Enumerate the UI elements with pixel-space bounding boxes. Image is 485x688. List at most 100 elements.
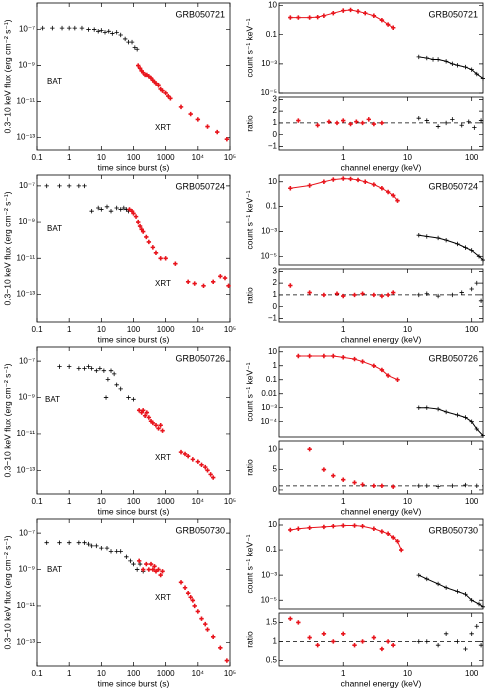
data-point (89, 366, 94, 371)
data-point (463, 482, 468, 488)
x-axis-label: time since burst (s) (98, 334, 170, 344)
data-point (150, 420, 156, 426)
data-point (134, 47, 140, 52)
y-tick-label: 0.1 (266, 30, 278, 39)
y-tick-label: 1 (273, 118, 278, 127)
data-point (199, 462, 204, 468)
x-axis-label: channel energy (keV) (341, 678, 422, 688)
data-point (391, 535, 396, 540)
data-point (168, 96, 173, 101)
data-point (137, 561, 143, 567)
x-tick-label: 10⁵ (224, 325, 236, 334)
data-point (148, 561, 154, 567)
data-point (158, 572, 163, 578)
data-point (50, 25, 55, 31)
data-point (307, 183, 312, 188)
data-point (190, 598, 196, 603)
data-point (352, 292, 357, 298)
x-tick-label: 1 (341, 497, 346, 506)
data-point (137, 66, 143, 71)
data-point (288, 283, 293, 288)
data-point (435, 124, 441, 129)
data-point (395, 198, 400, 203)
data-point (101, 368, 107, 373)
data-point (459, 290, 464, 295)
data-point (296, 526, 301, 531)
data-point (478, 298, 484, 303)
data-point (424, 234, 429, 239)
y-tick-label: 1 (273, 361, 278, 370)
panel-title: GRB050730 (175, 525, 225, 535)
data-point (96, 29, 101, 34)
panel-title: GRB050721 (428, 9, 478, 19)
data-point (379, 646, 385, 652)
data-point (208, 472, 213, 477)
data-point (391, 193, 396, 198)
series-line (418, 234, 484, 261)
data-point (128, 558, 133, 564)
x-tick-label: 1 (67, 669, 72, 678)
data-point (371, 483, 377, 489)
data-point (366, 117, 371, 122)
data-point (424, 291, 429, 296)
data-point (134, 567, 140, 572)
data-point (371, 526, 377, 531)
data-point (331, 353, 336, 359)
data-point (435, 235, 441, 241)
y-tick-label: 0.01 (261, 389, 277, 398)
data-point (391, 25, 396, 30)
data-point (307, 290, 312, 295)
y-tick-label: 10 (268, 347, 277, 356)
data-point (424, 405, 429, 410)
data-point (341, 118, 346, 123)
data-point (296, 353, 301, 359)
data-point (379, 120, 385, 126)
data-point (435, 406, 441, 412)
data-point (307, 635, 312, 640)
data-point (150, 245, 156, 250)
data-point (89, 543, 94, 549)
data-point (463, 245, 468, 250)
data-point (348, 7, 353, 13)
data-point (379, 529, 385, 534)
series-line (418, 574, 484, 608)
y-axis-label: count s⁻¹ keV⁻¹ (244, 190, 254, 249)
annotation: BAT (47, 224, 62, 233)
data-point (379, 367, 385, 373)
y-tick-label: 10⁻¹³ (17, 290, 36, 299)
data-point (416, 483, 421, 489)
y-tick-label: 10⁻⁷ (19, 528, 35, 537)
data-point (129, 39, 135, 45)
data-point (321, 467, 327, 472)
data-point (352, 356, 357, 362)
data-point (435, 581, 441, 587)
data-point (416, 54, 421, 60)
y-tick-label: 0 (273, 485, 278, 494)
data-point (341, 355, 346, 360)
x-axis-label: time since burst (s) (98, 678, 170, 688)
data-point (478, 642, 484, 648)
x-tick-label: 100 (127, 669, 141, 678)
data-point (144, 234, 149, 240)
data-point (82, 183, 87, 189)
y-tick-label: 10⁻¹³ (17, 465, 36, 474)
data-point (160, 569, 165, 574)
data-point (66, 25, 72, 31)
data-point (144, 561, 149, 567)
data-point (474, 624, 479, 629)
data-point (153, 569, 159, 574)
data-point (360, 523, 365, 529)
data-point (102, 30, 108, 35)
data-point (455, 639, 460, 644)
plot-frame (278, 518, 484, 610)
x-tick-label: 1 (67, 153, 72, 162)
x-tick-label: 0.1 (31, 325, 43, 334)
data-point (443, 59, 449, 64)
y-axis-label: ratio (244, 115, 254, 132)
data-point (163, 256, 168, 261)
data-point (140, 229, 146, 234)
data-point (371, 363, 377, 368)
x-tick-label: 1 (341, 669, 346, 678)
y-tick-label: 10⁻⁹ (18, 565, 35, 574)
data-point (210, 634, 216, 640)
